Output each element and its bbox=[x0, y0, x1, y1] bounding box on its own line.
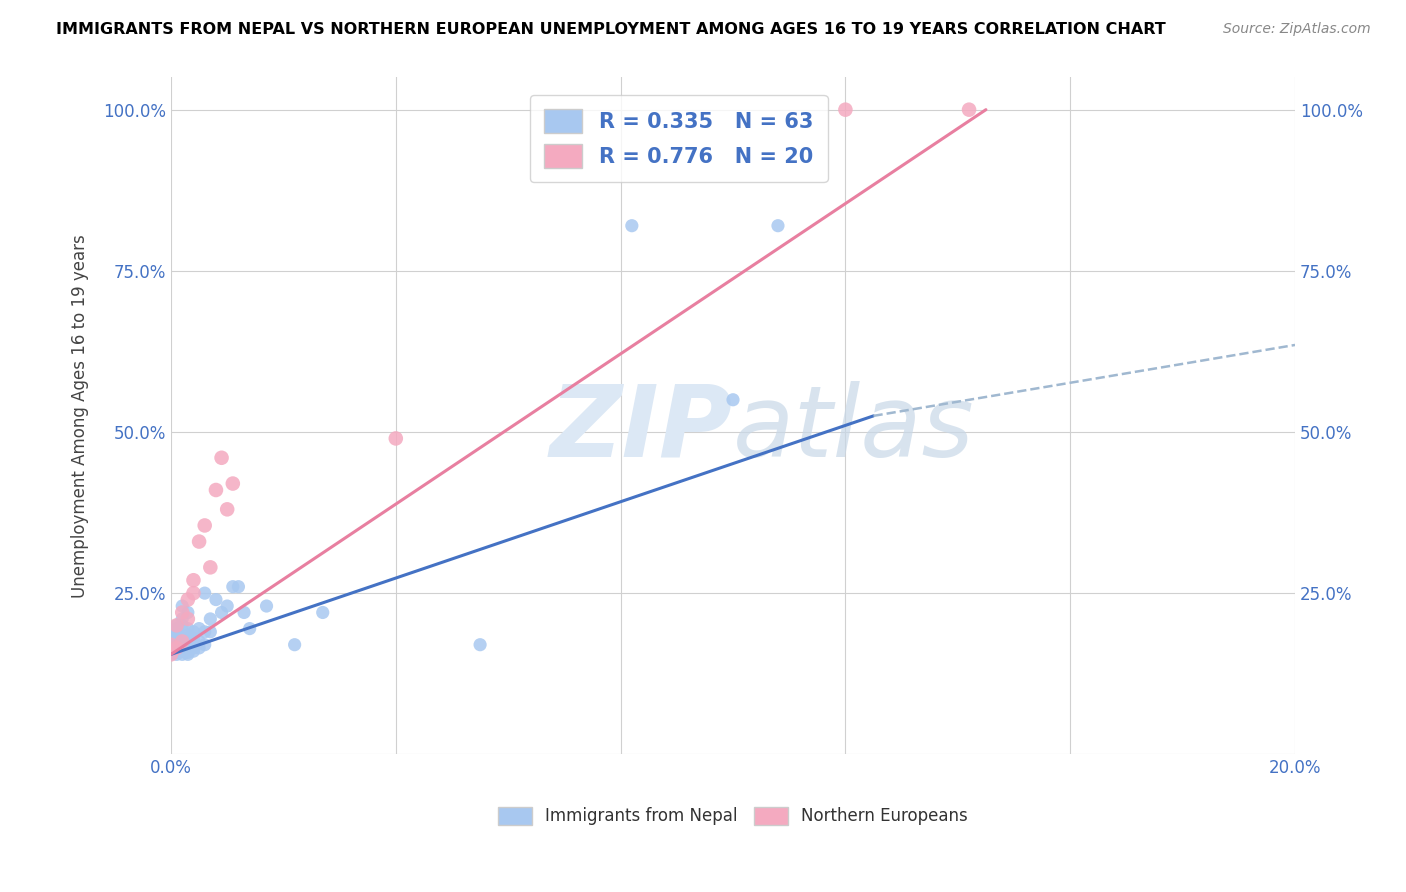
Point bbox=[166, 648, 188, 662]
Point bbox=[177, 648, 200, 662]
Point bbox=[177, 634, 200, 648]
Point bbox=[183, 573, 205, 587]
Point bbox=[188, 634, 211, 648]
Point bbox=[188, 622, 211, 636]
Point bbox=[194, 586, 217, 600]
Point bbox=[166, 618, 188, 632]
Point bbox=[200, 560, 222, 574]
Point bbox=[194, 638, 217, 652]
Point bbox=[183, 586, 205, 600]
Point bbox=[211, 606, 233, 620]
Point bbox=[183, 624, 205, 639]
Point bbox=[177, 592, 200, 607]
Point bbox=[166, 628, 188, 642]
Point bbox=[217, 599, 239, 613]
Legend: Immigrants from Nepal, Northern Europeans: Immigrants from Nepal, Northern European… bbox=[492, 800, 974, 832]
Point bbox=[177, 622, 200, 636]
Text: Source: ZipAtlas.com: Source: ZipAtlas.com bbox=[1223, 22, 1371, 37]
Point bbox=[620, 219, 643, 233]
Point bbox=[172, 632, 194, 646]
Point bbox=[166, 622, 188, 636]
Point bbox=[166, 643, 188, 657]
Point bbox=[166, 638, 188, 652]
Point bbox=[160, 640, 183, 655]
Point bbox=[217, 502, 239, 516]
Point bbox=[160, 648, 183, 662]
Point bbox=[766, 219, 789, 233]
Point bbox=[166, 632, 188, 646]
Point bbox=[222, 476, 245, 491]
Point bbox=[160, 644, 183, 658]
Point bbox=[172, 632, 194, 647]
Point bbox=[183, 634, 205, 648]
Point bbox=[166, 640, 188, 655]
Point bbox=[166, 618, 188, 632]
Point bbox=[468, 638, 491, 652]
Point bbox=[183, 644, 205, 658]
Point bbox=[172, 648, 194, 662]
Point bbox=[200, 612, 222, 626]
Point bbox=[172, 636, 194, 650]
Point bbox=[166, 640, 188, 655]
Point bbox=[172, 634, 194, 648]
Point bbox=[172, 644, 194, 658]
Point bbox=[177, 645, 200, 659]
Point bbox=[166, 634, 188, 648]
Point bbox=[211, 450, 233, 465]
Point bbox=[177, 640, 200, 655]
Point bbox=[177, 632, 200, 646]
Point bbox=[205, 483, 228, 497]
Point bbox=[200, 624, 222, 639]
Point bbox=[160, 648, 183, 662]
Point bbox=[172, 606, 194, 620]
Point bbox=[177, 643, 200, 657]
Point bbox=[222, 580, 245, 594]
Point bbox=[166, 645, 188, 659]
Point bbox=[188, 534, 211, 549]
Point bbox=[172, 643, 194, 657]
Point bbox=[188, 640, 211, 655]
Text: atlas: atlas bbox=[733, 381, 974, 478]
Point bbox=[166, 624, 188, 639]
Y-axis label: Unemployment Among Ages 16 to 19 years: Unemployment Among Ages 16 to 19 years bbox=[72, 234, 89, 598]
Point bbox=[166, 644, 188, 658]
Point bbox=[183, 632, 205, 646]
Point bbox=[256, 599, 278, 613]
Point bbox=[312, 606, 335, 620]
Point bbox=[177, 612, 200, 626]
Point bbox=[194, 518, 217, 533]
Point bbox=[205, 592, 228, 607]
Point bbox=[233, 606, 256, 620]
Point bbox=[239, 622, 262, 636]
Point bbox=[172, 639, 194, 653]
Point bbox=[721, 392, 744, 407]
Point bbox=[177, 628, 200, 642]
Point bbox=[160, 638, 183, 652]
Point bbox=[172, 612, 194, 626]
Point bbox=[172, 618, 194, 632]
Point bbox=[834, 103, 856, 117]
Point bbox=[160, 638, 183, 652]
Point bbox=[957, 103, 980, 117]
Point bbox=[228, 580, 250, 594]
Point bbox=[194, 624, 217, 639]
Point bbox=[172, 599, 194, 613]
Point bbox=[183, 640, 205, 655]
Point bbox=[284, 638, 307, 652]
Point bbox=[177, 606, 200, 620]
Text: IMMIGRANTS FROM NEPAL VS NORTHERN EUROPEAN UNEMPLOYMENT AMONG AGES 16 TO 19 YEAR: IMMIGRANTS FROM NEPAL VS NORTHERN EUROPE… bbox=[56, 22, 1166, 37]
Text: ZIP: ZIP bbox=[550, 381, 733, 478]
Point bbox=[166, 639, 188, 653]
Point bbox=[385, 432, 408, 446]
